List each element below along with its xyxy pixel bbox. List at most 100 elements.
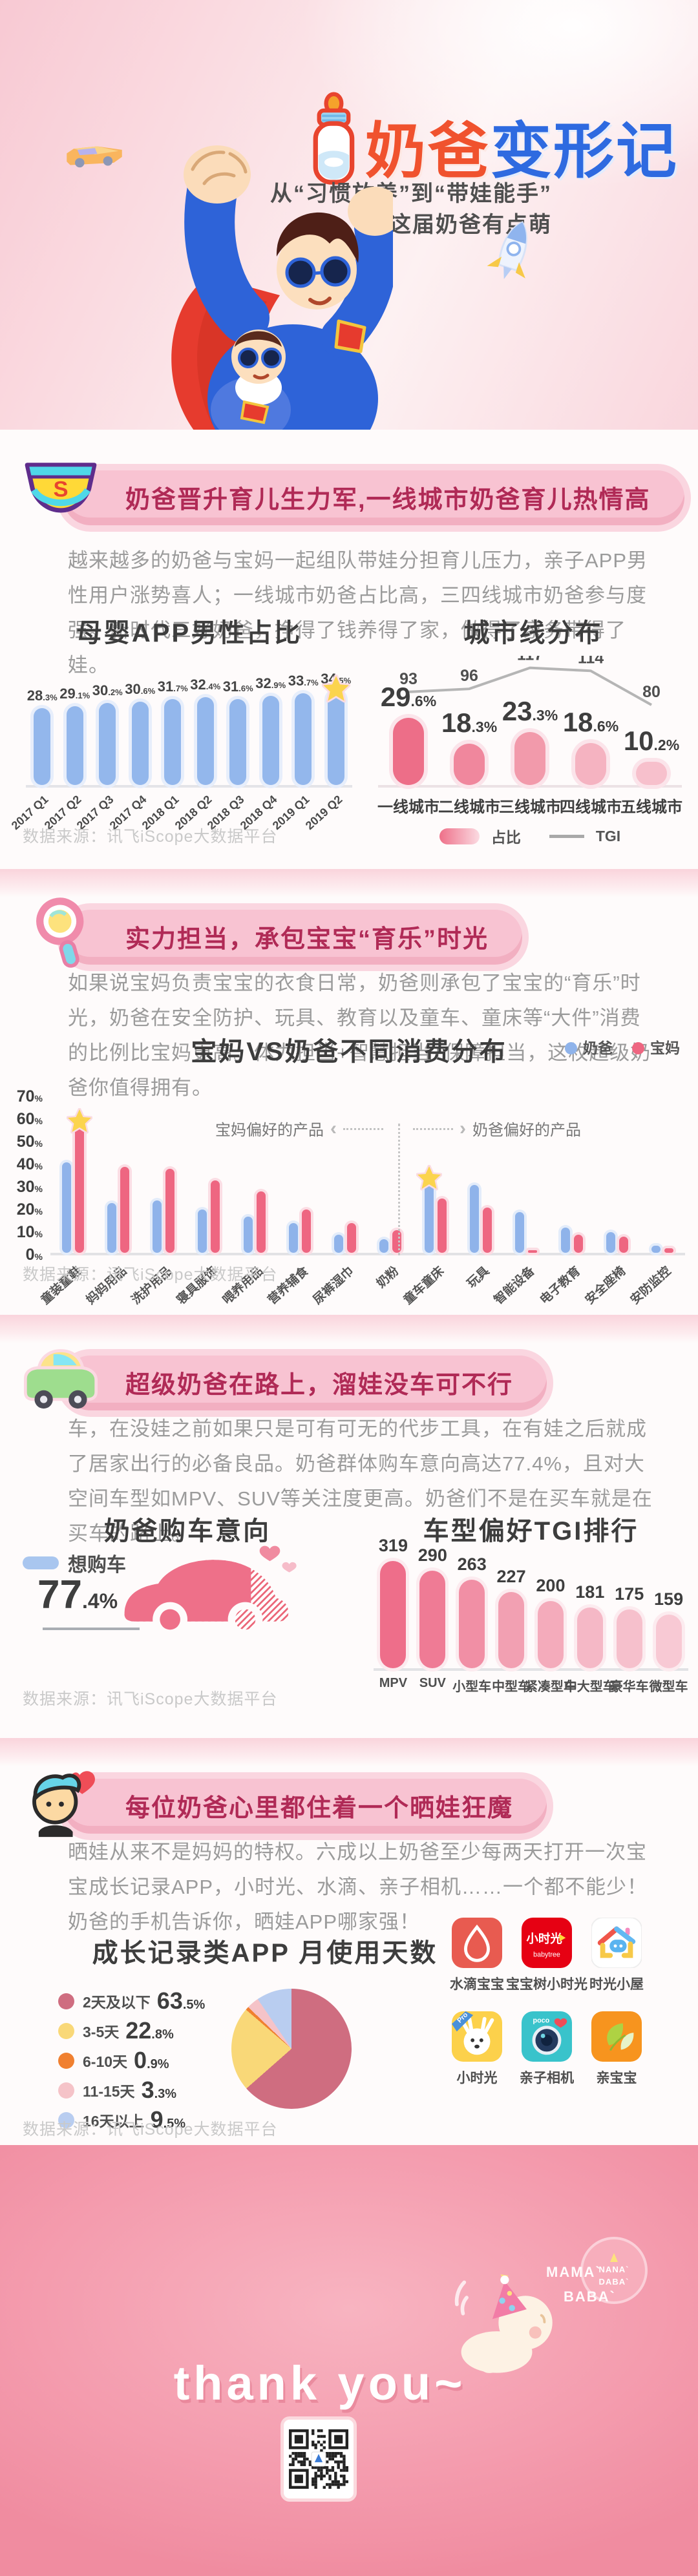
legend-value: 0.9% <box>134 2047 169 2073</box>
bar-value: 18.3% <box>441 707 498 738</box>
preference-annotation: 宝妈偏好的产品 ‹ › 奶爸偏好的产品 <box>215 1117 581 1140</box>
dotted-line-left <box>343 1127 383 1130</box>
chart-maternal-app-male-share: 母婴APP男性占比 28.3% 2017 Q1 29.1% 2017 Q2 30.2% 2… <box>9 612 352 847</box>
section-consumption: 实力担当，承包宝宝“育乐”时光 如果说宝妈负责宝宝的衣食日常，奶爸则承包了宝宝的… <box>0 869 698 1315</box>
section1-header: S 奶爸晋升育儿生力军,一线城市奶爸育儿热情高 <box>18 458 691 537</box>
bar-column: 30.6% 2017 Q4 <box>107 656 157 832</box>
ytick: 60% <box>16 1110 43 1128</box>
app-label: 亲子相机 <box>520 2071 574 2086</box>
bar-value: 159 <box>654 1589 684 1609</box>
legend-share-swatch <box>439 828 480 844</box>
legend-value: 22.8% <box>125 2017 174 2044</box>
mom-preference-label: 宝妈偏好的产品 <box>215 1122 324 1139</box>
bar-column: 28.3% 2017 Q1 <box>9 656 59 832</box>
app-label: 水滴宝宝 <box>450 1977 504 1992</box>
bar-value: 28.3% <box>26 687 58 704</box>
section2-heading-text: 实力担当，承包宝宝“育乐”时光 <box>125 925 489 953</box>
app-label: 时光小屋 <box>589 1977 644 1992</box>
bar-category: 奶粉 <box>374 1264 402 1291</box>
bar-pair <box>243 1191 266 1253</box>
bar: 200 紧凑型车 <box>525 1576 576 1694</box>
bar-column: 18.6% 四线城市 <box>560 707 622 816</box>
bar-column: 227 中型车 <box>492 1567 531 1694</box>
bar-value: 263 <box>457 1555 487 1574</box>
mom-bar <box>67 1108 93 1253</box>
bar-column: 23.3% 三线城市 <box>499 696 561 816</box>
pie-legend-row: 11-15天 3.3% <box>58 2075 194 2105</box>
bar-value: 32.4% <box>190 676 221 693</box>
bar-category: 中型车 <box>492 1680 531 1694</box>
bar: 29.6% 一线城市 <box>377 682 439 816</box>
dad-bar <box>515 1212 525 1253</box>
legend-value: 3.3% <box>141 2077 177 2103</box>
bar-pair <box>198 1180 220 1253</box>
bar-column: 29.1% 2017 Q2 <box>41 656 92 832</box>
qr-code-image <box>289 2429 348 2489</box>
pie-legend-row: 16天以上 9.5% <box>58 2105 194 2135</box>
mom-bar <box>528 1250 538 1253</box>
pie-chart <box>231 1989 352 2109</box>
bar-column: 30.2% 2017 Q3 <box>74 656 124 832</box>
chart5-title: 车型偏好TGI排行 <box>423 1517 639 1545</box>
ytick: 70% <box>16 1087 43 1105</box>
dotted-line-right <box>413 1127 453 1130</box>
star-icon <box>321 675 350 703</box>
super-underwear-icon: S <box>25 463 97 513</box>
intent-swatch <box>23 1556 59 1569</box>
page-title-accent: 奶爸 <box>365 117 491 185</box>
bar-group: 喂养用品 <box>220 1191 277 1307</box>
section4-heading-text: 每位奶爸心里都住着一个晒娃狂魔 <box>125 1794 514 1822</box>
bar-column: 200 紧凑型车 <box>525 1576 576 1694</box>
tgi-line: 93 96 117 114 80 <box>399 656 661 706</box>
mom-bar <box>211 1180 220 1253</box>
bar-value: 29.1% <box>59 686 90 702</box>
chart5-bars: 319 MPV 290 SUV 263 小型车 227 中型车 200 紧凑型车 181 中大型车 17… <box>374 1536 688 1694</box>
bar-value: 31.6% <box>222 678 253 695</box>
bar-category: 一线城市 <box>377 799 439 816</box>
section2-heading: 实力担当，承包宝宝“育乐”时光 <box>57 903 529 971</box>
pointer-line <box>43 1628 140 1630</box>
leaf-app-icon <box>591 2011 642 2062</box>
bar <box>295 693 312 785</box>
legend-tgi-label: TGI <box>595 827 621 844</box>
bar-group: 安防监控 <box>628 1246 685 1307</box>
bar-column: 175 豪华车 <box>609 1584 649 1694</box>
legend-label: 3-5天 <box>83 2024 120 2040</box>
milk-bottle-icon <box>313 92 355 185</box>
data-source: 数据来源：讯飞iScope大数据平台 <box>23 828 278 846</box>
bar-value: 200 <box>536 1576 566 1595</box>
bar-value: 30.2% <box>92 682 123 698</box>
legend-dot <box>58 2111 74 2128</box>
section-dads-rising: S 奶爸晋升育儿生力军,一线城市奶爸育儿热情高 越来越多的奶爸与宝妈一起组队带娃… <box>0 430 698 869</box>
section3-heading-text: 超级奶爸在路上，溜娃没车可不行 <box>125 1371 514 1399</box>
bar-column: 31.6% 2018 Q3 <box>205 656 255 832</box>
bar-column: 33.7% 2019 Q1 <box>270 656 320 832</box>
bar-value: 30.6% <box>125 681 156 697</box>
dad-bar <box>243 1217 253 1253</box>
bar-group: 洗护用品 <box>129 1169 186 1307</box>
chart-car-purchase-intent: 奶爸购车意向 想购车 77.4% <box>19 1510 355 1704</box>
bar: 18.6% 四线城市 <box>560 707 622 816</box>
bar-pair <box>333 1223 356 1253</box>
bar <box>321 675 350 785</box>
chart3-legend: 奶爸 宝妈 <box>565 1036 680 1058</box>
bar <box>66 706 83 785</box>
dad-bar <box>651 1246 661 1253</box>
chart2-plot: 93 96 117 114 80 29.6% 一线城市 18.3% 二线城市 23.3% 三线城市… <box>377 656 682 816</box>
dad-bar <box>288 1223 298 1253</box>
bar-group: 智能设备 <box>492 1212 549 1307</box>
bar-group: 童装童鞋 <box>39 1108 96 1307</box>
bar-category: 紧凑型车 <box>524 1680 576 1694</box>
intent-value: 77.4% <box>37 1573 118 1617</box>
bar: 23.3% 三线城市 <box>499 696 561 816</box>
section3-charts: 奶爸购车意向 想购车 77.4% <box>19 1510 688 1704</box>
bar-pair <box>515 1212 538 1253</box>
ytick: 50% <box>16 1133 43 1151</box>
bar-pair <box>153 1169 175 1253</box>
dad-bar <box>107 1203 117 1253</box>
ytick: 10% <box>16 1223 43 1241</box>
bar: 319 MPV <box>379 1536 408 1690</box>
bar-group: 电子教育 <box>537 1228 595 1307</box>
pie-legend-row: 3-5天 22.8% <box>58 2016 194 2046</box>
mom-bar <box>165 1169 175 1253</box>
